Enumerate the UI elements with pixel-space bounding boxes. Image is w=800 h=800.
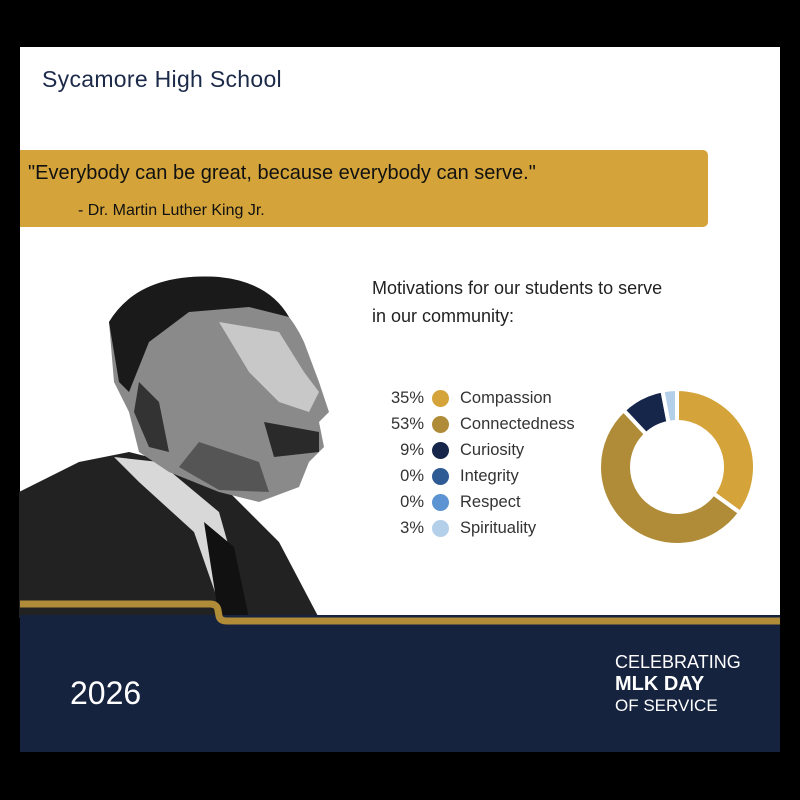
legend-swatch <box>432 389 449 407</box>
donut-slice-connectedness <box>597 407 743 547</box>
legend-label: Spirituality <box>460 518 537 537</box>
legend-label: Connectedness <box>460 414 575 433</box>
mlk-portrait-image <box>19 276 329 618</box>
legend-label: Integrity <box>460 466 519 485</box>
chart-legend: 35% Compassion 53% Connectedness 9% Curiosity… <box>370 385 575 541</box>
footer-band <box>20 615 780 752</box>
quote-banner <box>20 150 708 227</box>
legend-percent: 0% <box>400 492 424 511</box>
legend-label: Compassion <box>460 388 552 407</box>
legend-swatch <box>432 415 449 433</box>
legend-swatch <box>432 467 449 485</box>
donut-slice-compassion <box>675 387 757 516</box>
school-name: Sycamore High School <box>42 66 282 92</box>
legend-percent: 0% <box>400 466 424 485</box>
legend-item: 53% Connectedness <box>370 411 575 437</box>
of-service-line: OF SERVICE <box>615 696 718 715</box>
mlk-day-line: MLK DAY <box>615 673 705 695</box>
legend-label: Curiosity <box>460 440 525 459</box>
legend-swatch <box>432 441 449 459</box>
legend-item: 0% Integrity <box>370 463 575 489</box>
donut-slice-spirituality <box>660 387 679 426</box>
legend-label: Respect <box>460 492 521 511</box>
legend-percent: 53% <box>390 414 424 433</box>
legend-percent: 3% <box>400 518 424 537</box>
quote-text: "Everybody can be great, because everybo… <box>28 162 536 184</box>
celebration-text: CELEBRATING MLK DAY OF SERVICE <box>615 651 741 717</box>
legend-percent: 9% <box>400 440 424 459</box>
year-label: 2026 <box>70 675 142 711</box>
legend-percent: 35% <box>390 388 424 407</box>
quote-attribution: - Dr. Martin Luther King Jr. <box>78 202 265 219</box>
legend-swatch <box>432 493 449 511</box>
legend-swatch <box>432 519 449 537</box>
gold-divider-line <box>20 600 780 625</box>
chart-title: Motivations for our students to serve in… <box>372 278 663 326</box>
donut-chart <box>597 387 757 547</box>
left-border <box>0 255 19 655</box>
legend-item: 35% Compassion <box>370 385 575 411</box>
celebrating-line: CELEBRATING <box>615 652 741 672</box>
legend-item: 0% Respect <box>370 489 575 515</box>
legend-item: 3% Spirituality <box>370 515 575 541</box>
legend-item: 9% Curiosity <box>370 437 575 463</box>
